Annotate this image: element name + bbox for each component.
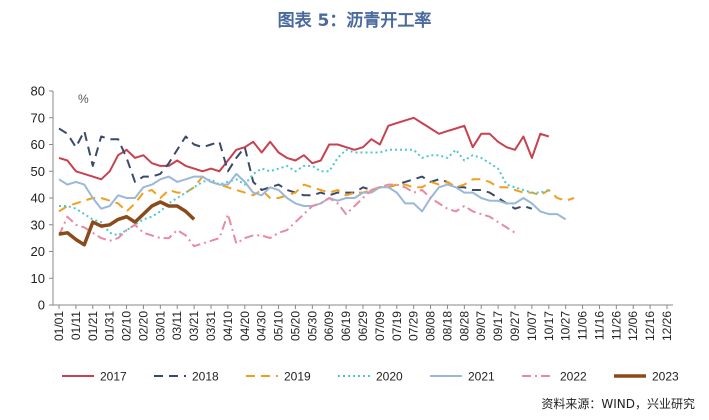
series-line-2022	[58, 183, 516, 248]
legend-label-2021: 2021	[468, 370, 495, 384]
x-tick-label: 03/31	[204, 311, 218, 341]
x-tick-label: 08/18	[440, 311, 454, 341]
x-tick-label: 06/29	[356, 311, 370, 341]
x-tick-label: 07/19	[390, 311, 404, 341]
x-tick-label: 09/27	[508, 311, 522, 341]
x-tick-label: 02/20	[136, 311, 150, 341]
x-tick-label: 10/07	[525, 311, 539, 341]
x-tick-label: 04/10	[221, 311, 235, 341]
x-tick-label: 12/16	[643, 311, 657, 341]
legend-label-2020: 2020	[376, 370, 403, 384]
x-tick-label: 08/08	[424, 311, 438, 341]
x-tick-label: 03/01	[153, 311, 167, 341]
legend-label-2018: 2018	[192, 370, 219, 384]
x-tick-label: 01/31	[103, 311, 117, 341]
chart-axes	[52, 91, 673, 306]
y-tick-label: 60	[31, 137, 45, 152]
legend-label-2019: 2019	[284, 370, 311, 384]
x-tick-label: 04/30	[255, 311, 269, 341]
series-lines	[58, 116, 575, 248]
x-tick-label: 05/30	[305, 311, 319, 341]
chart-title: 图表 5：沥青开工率	[277, 11, 432, 31]
x-tick-label: 05/20	[288, 311, 302, 341]
series-line-2018	[58, 127, 533, 210]
y-tick-label: 0	[38, 298, 45, 313]
x-tick-label: 04/20	[238, 311, 252, 341]
y-tick-label: 10	[31, 271, 45, 286]
x-tick-label: 02/10	[120, 311, 134, 341]
x-tick-label: 09/17	[491, 311, 505, 341]
x-axis-ticks: 01/01 01/11 01/21 01/31 02/10 02/20 03/01 03/11…	[52, 305, 674, 341]
legend-label-2023: 2023	[652, 370, 679, 384]
x-tick-label: 11/26	[609, 311, 623, 340]
y-tick-label: 30	[31, 217, 45, 232]
x-tick-label: 07/09	[373, 311, 387, 341]
x-tick-label: 05/10	[272, 311, 286, 341]
source-note: 资料来源：WIND，兴业研究	[541, 397, 695, 411]
x-tick-label: 11/16	[592, 311, 606, 340]
y-tick-label: 70	[31, 110, 45, 125]
y-tick-label: 50	[31, 164, 45, 179]
x-tick-label: 06/19	[339, 311, 353, 341]
x-tick-label: 03/11	[170, 311, 184, 340]
legend: 2017 2018 2019 2020 2021 2022 2023	[62, 370, 679, 384]
x-tick-label: 01/11	[69, 311, 83, 340]
y-tick-label: 80	[31, 84, 45, 99]
y-tick-label: 20	[31, 244, 45, 259]
series-line-2023	[58, 200, 196, 247]
x-tick-label: 10/27	[559, 311, 573, 341]
y-tick-label: 40	[31, 191, 45, 206]
series-line-2017	[58, 116, 550, 181]
x-tick-label: 03/21	[187, 311, 201, 341]
x-tick-label: 08/28	[457, 311, 471, 341]
x-tick-label: 10/17	[542, 311, 556, 341]
y-axis-ticks: 0 10 20 30 40 50 60 70 80	[31, 84, 53, 313]
x-tick-label: 12/06	[626, 311, 640, 341]
x-tick-label: 06/09	[322, 311, 336, 341]
legend-label-2022: 2022	[560, 370, 587, 384]
x-tick-label: 09/07	[474, 311, 488, 341]
legend-label-2017: 2017	[100, 370, 127, 384]
series-line-2019	[58, 175, 575, 213]
x-tick-label: 01/21	[86, 311, 100, 341]
x-tick-label: 07/29	[407, 311, 421, 341]
series-line-2020	[59, 148, 550, 237]
x-tick-label: 11/06	[576, 311, 590, 340]
y-axis-unit: %	[78, 92, 89, 106]
x-tick-label: 01/01	[52, 311, 66, 341]
x-tick-label: 12/26	[660, 311, 674, 341]
